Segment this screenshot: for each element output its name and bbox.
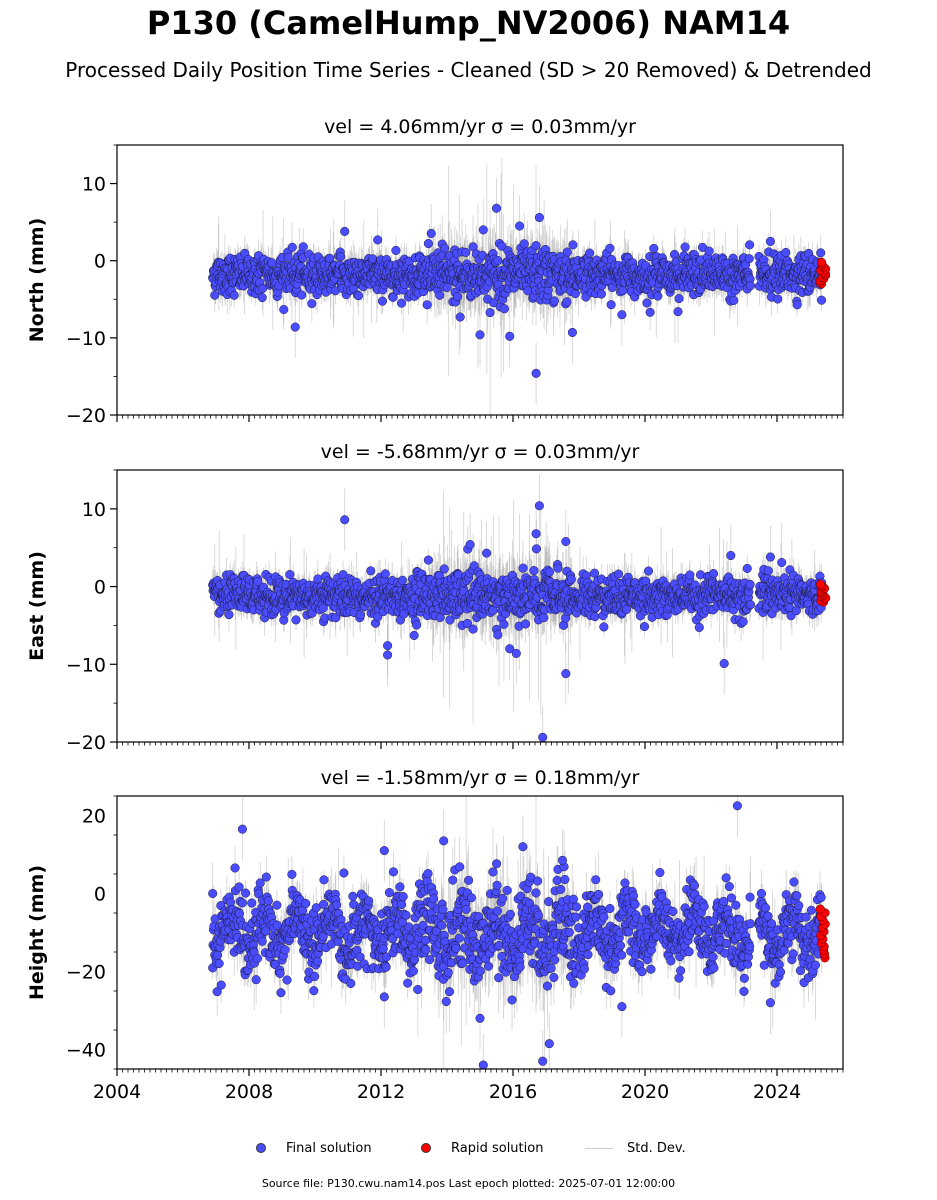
final-solution-point	[562, 297, 572, 307]
final-solution-point	[519, 239, 529, 249]
final-solution-point	[745, 240, 755, 250]
final-solution-point	[423, 239, 433, 249]
final-solution-point	[287, 242, 297, 252]
final-solution-point	[680, 242, 690, 252]
y-tick-label: −20	[66, 405, 106, 427]
y-tick-label: −10	[66, 328, 106, 350]
final-solution-point	[210, 290, 220, 300]
final-solution-point	[229, 290, 239, 300]
data-layer	[208, 474, 831, 742]
final-solution-point	[325, 253, 335, 263]
final-solution-point	[645, 307, 655, 317]
final-solution-point	[617, 310, 627, 320]
final-solution-point	[391, 245, 401, 255]
final-solution-point	[253, 577, 263, 587]
final-solution-point	[353, 291, 364, 301]
final-solution-point	[455, 312, 465, 322]
final-solution-point	[440, 243, 450, 253]
final-solution-point	[336, 252, 346, 262]
final-solution-point	[478, 225, 488, 235]
final-solution-point	[606, 300, 616, 310]
final-solution-point	[388, 292, 398, 302]
final-solution-point	[649, 243, 659, 253]
final-solution-point	[792, 300, 802, 310]
panel-0: −20 −10 0 10 vel = 4.06mm/yr σ = 0.03mm/yr No…	[26, 116, 844, 427]
y-tick-label: 10	[82, 174, 106, 196]
final-solution-point	[505, 331, 515, 341]
final-solution-point	[307, 299, 317, 309]
final-solution-point	[491, 203, 502, 213]
final-solution-point	[340, 226, 350, 236]
data-layer	[208, 157, 831, 415]
final-solution-point	[585, 248, 595, 258]
final-solution-point	[493, 256, 503, 266]
final-solution-point	[568, 240, 578, 250]
rapid-solution-point	[816, 257, 826, 267]
final-solution-point	[377, 296, 388, 306]
rapid-solution-points	[815, 257, 831, 289]
final-solution-point	[475, 330, 485, 340]
final-solution-point	[397, 298, 407, 308]
final-solution-point	[549, 296, 559, 306]
final-solution-point	[596, 289, 606, 299]
final-solution-point	[442, 282, 452, 292]
final-solution-point	[279, 304, 289, 315]
final-solution-point	[745, 281, 756, 291]
final-solution-point	[426, 228, 436, 238]
final-solution-point	[297, 290, 307, 300]
final-solution-point	[497, 241, 507, 251]
final-solution-point	[773, 294, 783, 304]
final-solution-point	[283, 252, 293, 262]
final-solution-points	[208, 203, 827, 378]
final-solution-point	[257, 293, 267, 303]
final-solution-point	[816, 248, 826, 258]
figure-subtitle: Processed Daily Position Time Series - C…	[65, 58, 872, 82]
final-solution-point	[224, 610, 234, 620]
final-solution-point	[290, 322, 300, 332]
final-solution-point	[570, 288, 580, 299]
y-axis-label: North (mm)	[26, 218, 48, 343]
final-solution-point	[765, 236, 775, 246]
final-solution-point	[489, 298, 499, 308]
final-solution-point	[461, 247, 471, 257]
final-solution-point	[298, 242, 308, 252]
final-solution-point	[817, 295, 827, 305]
final-solution-point	[534, 212, 544, 223]
final-solution-point	[744, 254, 754, 264]
final-solution-point	[485, 308, 495, 318]
final-solution-point	[435, 290, 445, 300]
panel-title: vel = 4.06mm/yr σ = 0.03mm/yr	[324, 116, 636, 138]
final-solution-point	[291, 615, 301, 625]
final-solution-point	[267, 258, 277, 268]
final-solution-point	[499, 304, 509, 314]
final-solution-point	[515, 221, 525, 231]
std-dev-bars	[212, 474, 822, 742]
final-solution-point	[567, 327, 577, 338]
final-solution-point	[781, 247, 791, 258]
final-solution-point	[531, 241, 541, 251]
y-tick-label: 0	[94, 251, 106, 273]
final-solution-point	[373, 235, 383, 245]
figure-title: P130 (CamelHump_NV2006) NAM14	[146, 4, 791, 42]
plots-canvas: −20 −10 0 10 vel = 4.06mm/yr σ = 0.03mm/yr No…	[26, 116, 844, 1103]
final-solution-point	[729, 295, 739, 305]
final-solution-point	[704, 246, 714, 256]
final-solution-points	[208, 501, 827, 742]
final-solution-point	[453, 292, 463, 302]
final-solution-point	[653, 291, 663, 301]
final-solution-point	[422, 300, 432, 310]
final-solution-point	[562, 247, 572, 257]
final-solution-point	[642, 298, 652, 308]
final-solution-point	[313, 574, 323, 584]
final-solution-point	[531, 368, 541, 378]
final-solution-point	[618, 286, 628, 296]
final-solution-point	[285, 569, 295, 580]
final-solution-point	[674, 294, 684, 304]
final-solution-point	[318, 603, 328, 613]
final-solution-point	[673, 307, 683, 317]
final-solution-point	[605, 243, 615, 253]
